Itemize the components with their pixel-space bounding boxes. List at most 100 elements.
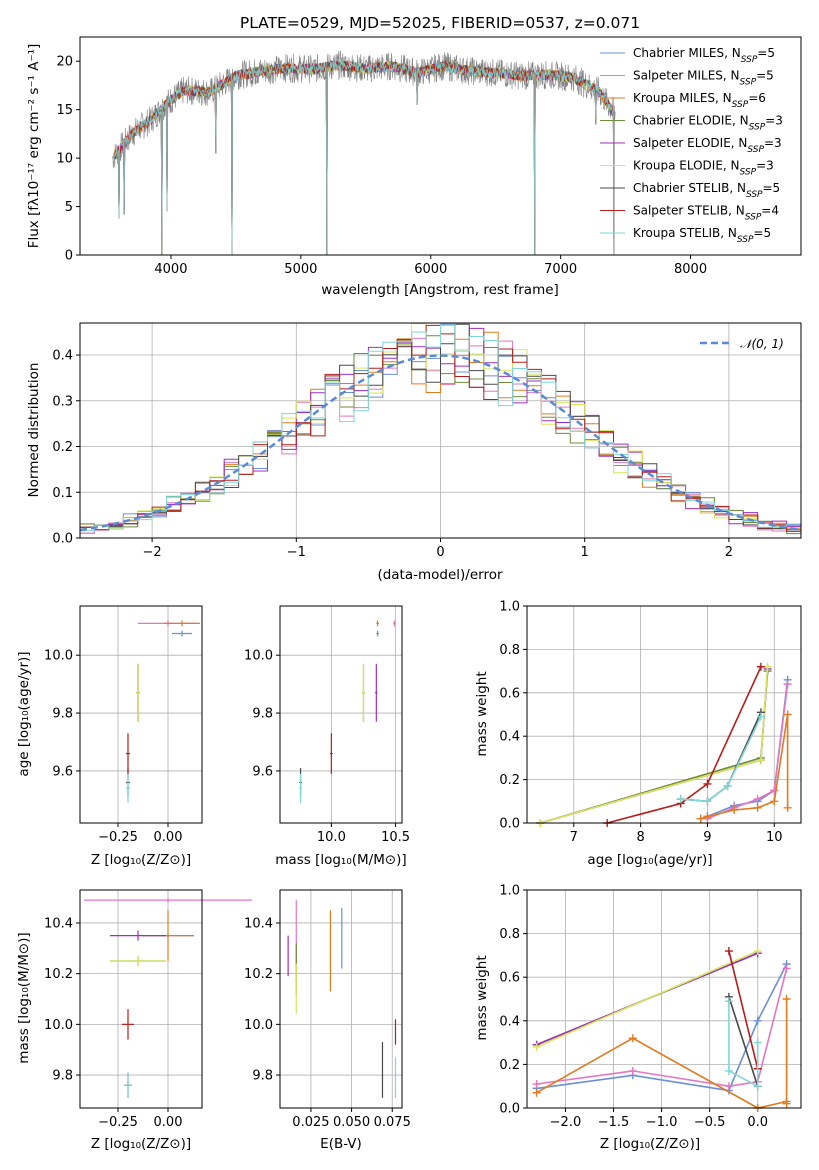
age-mass-xtick-label: 10.5	[381, 830, 410, 845]
weight-z-ytick-label: 1.0	[499, 884, 520, 899]
weight-age-series-line	[707, 684, 789, 820]
gaussian-legend-label: 𝒩(0, 1)	[740, 337, 784, 351]
spectrum-legend-label: Kroupa STELIB, NSSP=5	[633, 226, 771, 245]
weight-age-point	[703, 812, 712, 821]
residuals-xtick-label: −2	[143, 545, 162, 560]
spectrum-xtick-label: 6000	[414, 262, 447, 277]
spectrum-legend: Chabrier MILES, NSSP=5 Salpeter MILES, NS…	[600, 46, 783, 245]
age-mass-xlabel: mass [log₁₀(M/M⊙)]	[275, 852, 406, 868]
weight-z-xtick-label: −0.5	[694, 1115, 726, 1130]
age-z-ylabel: age [log₁₀(age/yr)]	[16, 651, 32, 776]
weight-age-series-line	[680, 711, 762, 803]
weight-z-ytick-label: 0.2	[499, 1058, 520, 1073]
weight-age-xtick-label: 9	[703, 830, 711, 845]
weight-age-point	[763, 662, 772, 671]
weight-age-point	[723, 782, 732, 791]
weight-age-point	[756, 662, 765, 671]
age-mass-ytick-label: 10.0	[244, 649, 273, 664]
residuals-xtick-label: 0	[436, 545, 444, 560]
spectrum-ytick-label: 20	[56, 55, 73, 70]
age-mass-ytick-label: 9.6	[252, 764, 273, 779]
age-mass-ytick-label: 9.8	[252, 707, 273, 722]
spectrum-legend-label: Salpeter STELIB, NSSP=4	[633, 204, 779, 223]
weight-age-point	[753, 795, 762, 804]
weight-z-series-line	[728, 950, 759, 1069]
mass-ebv-ytick-label: 10.0	[244, 1018, 273, 1033]
age-mass-frame	[279, 605, 403, 824]
spectrum-ytick-label: 5	[65, 200, 73, 215]
weight-z-panel: Z [log₁₀(Z/Z⊙)] mass weight −2.0 −1.5 −1.0…	[474, 884, 802, 1152]
weight-age-point	[730, 805, 739, 814]
mass-ebv-xtick-label: 0.075	[374, 1115, 411, 1130]
mass-ebv-ytick-label: 10.2	[244, 967, 273, 982]
spectrum-ylabel: Flux [fλ10⁻¹⁷ erg cm⁻² s⁻¹ A⁻¹]	[26, 44, 42, 249]
weight-z-series-line	[728, 1001, 759, 1088]
residuals-xlabel: (data-model)/error	[377, 567, 503, 583]
weight-age-marks	[536, 662, 792, 827]
spectrum-legend-label: Salpeter ELODIE, NSSP=3	[633, 136, 782, 155]
spectrum-ytick-label: 15	[56, 103, 73, 118]
mass-ebv-ytick-label: 9.8	[252, 1069, 273, 1084]
spectrum-xtick-label: 8000	[674, 262, 707, 277]
weight-z-xlabel: Z [log₁₀(Z/Z⊙)]	[600, 1136, 700, 1152]
weight-age-point	[703, 779, 712, 788]
mass-ebv-frame	[279, 889, 403, 1109]
residuals-ytick-label: 0.2	[52, 440, 73, 455]
mass-z-frame	[79, 889, 203, 1109]
weight-z-xtick-label: −1.5	[598, 1115, 630, 1130]
weight-age-series-line	[540, 668, 769, 824]
residuals-panel: −2 −1 0 1 2 0.0 0.1 0.2 0.3 0.4 𝒩(0, 1) (data-mod…	[26, 322, 802, 583]
weight-age-point	[783, 710, 792, 719]
weight-age-ytick-label: 0.2	[499, 773, 520, 788]
mass-z-ytick-label: 10.0	[44, 1018, 73, 1033]
spectrum-xlabel: wavelength [Angstrom, rest frame]	[321, 282, 559, 298]
spectrum-xtick-label: 4000	[154, 262, 187, 277]
age-z-xlabel: Z [log₁₀(Z/Z⊙)]	[91, 852, 191, 868]
weight-z-xtick-label: 0.0	[747, 1115, 768, 1130]
age-mass-panel: mass [log₁₀(M/M⊙)] 10.0 10.5 9.6 9.8 10.0	[244, 605, 410, 868]
residuals-xtick-label: 1	[581, 545, 589, 560]
mass-z-ytick-label: 10.4	[44, 916, 73, 931]
mass-z-ylabel: mass [log₁₀(M/M⊙)]	[16, 932, 32, 1063]
spectrum-data-line	[112, 50, 616, 256]
spectrum-xtick-label: 7000	[544, 262, 577, 277]
weight-age-panel: age [log₁₀(age/yr)] mass weight 7 8 9 10 0.0…	[474, 600, 802, 868]
mass-ebv-marks	[287, 900, 397, 1098]
weight-z-point	[753, 947, 762, 956]
age-z-frame	[79, 605, 203, 824]
spectrum-legend-label: Chabrier ELODIE, NSSP=3	[633, 114, 783, 133]
weight-z-point	[628, 1066, 637, 1075]
weight-z-marks	[532, 947, 791, 1112]
weight-z-ytick-label: 0.6	[499, 971, 520, 986]
mass-z-xlabel: Z [log₁₀(Z/Z⊙)]	[91, 1136, 191, 1152]
weight-age-series-line	[540, 666, 769, 824]
weight-z-point	[532, 1088, 541, 1097]
weight-z-point	[532, 1042, 541, 1051]
spectrum-frame	[79, 36, 802, 256]
weight-age-xlabel: age [log₁₀(age/yr)]	[587, 852, 712, 868]
weight-age-series-line	[680, 716, 762, 803]
age-z-ytick-label: 9.8	[52, 707, 73, 722]
residuals-gaussian-curve	[79, 354, 802, 532]
mass-ebv-ytick-label: 10.4	[244, 916, 273, 931]
spectrum-title: PLATE=0529, MJD=52025, FIBERID=0537, z=0…	[240, 14, 640, 32]
weight-z-series-line	[536, 950, 759, 1048]
weight-z-point	[782, 1099, 791, 1108]
weight-z-point	[753, 1038, 762, 1047]
weight-z-point	[724, 947, 733, 956]
mass-ebv-xlabel: E(B-V)	[320, 1136, 362, 1152]
weight-z-ylabel: mass weight	[474, 955, 490, 1040]
weight-z-point	[724, 997, 733, 1006]
mass-z-xtick-label: −0.25	[98, 1115, 138, 1130]
weight-age-ytick-label: 1.0	[499, 600, 520, 615]
weight-age-ytick-label: 0.4	[499, 730, 520, 745]
age-mass-xtick-label: 10.0	[317, 830, 346, 845]
residuals-ytick-label: 0.0	[52, 532, 73, 547]
residuals-legend: 𝒩(0, 1)	[700, 337, 784, 351]
spectrum-legend-label: Kroupa ELODIE, NSSP=3	[633, 159, 774, 178]
residuals-frame	[79, 322, 802, 539]
weight-age-point	[756, 756, 765, 765]
weight-age-point	[770, 797, 779, 806]
spectrum-legend-label: Chabrier MILES, NSSP=5	[633, 46, 775, 65]
